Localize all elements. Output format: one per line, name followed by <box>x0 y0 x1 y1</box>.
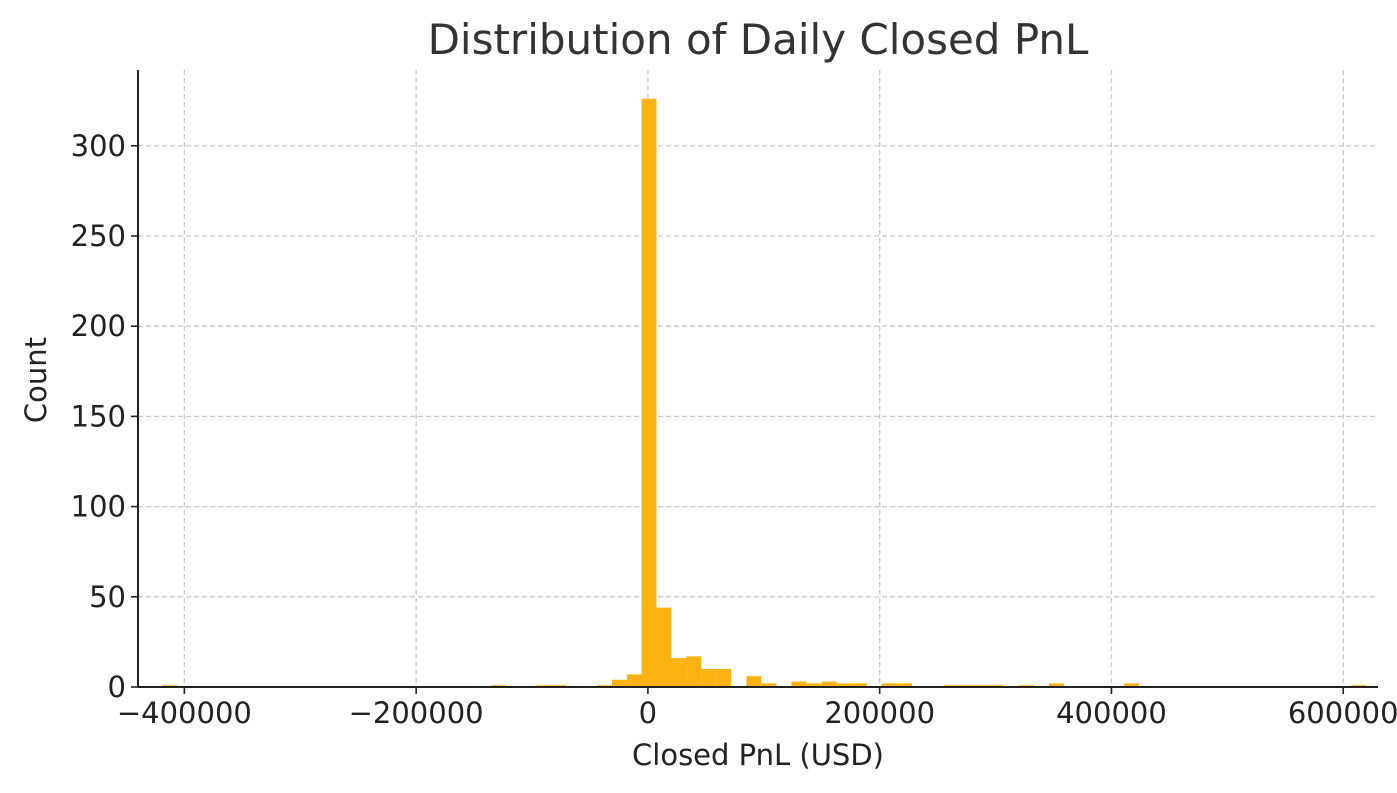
histogram-bar <box>1124 683 1140 687</box>
histogram-bar <box>821 681 837 687</box>
y-tick-label: 250 <box>71 219 126 253</box>
histogram-bar <box>746 676 762 687</box>
y-tick-label: 200 <box>71 309 126 343</box>
histogram-bar <box>1048 683 1064 687</box>
histogram-bar <box>882 683 897 687</box>
y-tick-label: 0 <box>108 670 126 704</box>
axis-ticks: −400000 −200000 0 200000 400000 600000 0 50 100 1… <box>71 129 1397 730</box>
x-tick-label: 0 <box>639 696 657 730</box>
histogram-bar <box>791 681 807 687</box>
histogram-bar <box>701 668 717 687</box>
histogram-bar <box>716 668 732 687</box>
histogram-bars <box>162 98 1367 688</box>
x-tick-label: −400000 <box>117 696 252 730</box>
histogram-bar <box>641 98 657 688</box>
histogram-bar <box>611 679 627 687</box>
histogram-bar <box>627 674 642 687</box>
y-axis-label: Count <box>19 337 53 423</box>
x-tick-label: 600000 <box>1288 696 1397 730</box>
x-tick-label: 200000 <box>824 696 935 730</box>
y-tick-label: 100 <box>71 490 126 524</box>
histogram-bar <box>806 683 822 687</box>
chart-title: Distribution of Daily Closed PnL <box>428 15 1089 64</box>
histogram-bar <box>686 656 702 687</box>
histogram-bar <box>656 607 672 687</box>
histogram-bar <box>897 683 913 687</box>
histogram-bar <box>851 683 867 687</box>
histogram-bar <box>761 683 777 687</box>
histogram-bar <box>671 658 687 687</box>
y-tick-label: 50 <box>89 580 126 614</box>
y-tick-label: 300 <box>71 129 126 163</box>
x-axis-label: Closed PnL (USD) <box>632 738 884 772</box>
grid-lines <box>138 70 1378 687</box>
x-tick-label: −200000 <box>349 696 484 730</box>
histogram-bar <box>836 683 852 687</box>
y-tick-label: 150 <box>71 399 126 433</box>
x-tick-label: 400000 <box>1056 696 1167 730</box>
